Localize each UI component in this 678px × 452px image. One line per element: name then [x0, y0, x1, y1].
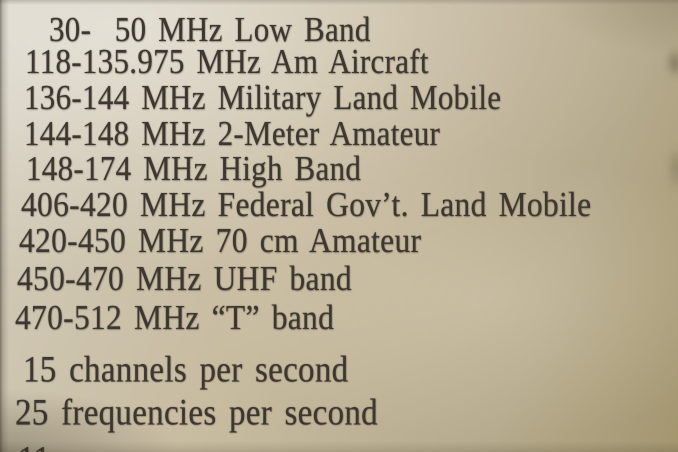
frequency-band-line: 470-512 MHz “T” band — [15, 297, 335, 338]
right-edge-smudge — [662, 138, 678, 198]
frequency-band-line: 420-450 MHz 70 cm Amateur — [19, 220, 422, 261]
scan-rate-line: 15 channels per second — [23, 350, 349, 391]
frequency-band-line: 144-148 MHz 2-Meter Amateur — [24, 113, 441, 154]
scan-rate-line: 25 frequencies per second — [15, 393, 378, 434]
clipped-text-line: 11 — [18, 440, 50, 452]
frequency-band-line: 450-470 MHz UHF band — [17, 258, 352, 299]
frequency-band-line: 118-135.975 MHz Am Aircraft — [25, 41, 429, 82]
frequency-band-line: 148-174 MHz High Band — [26, 148, 362, 189]
frequency-band-line: 406-420 MHz Federal Gov’t. Land Mobile — [21, 184, 592, 225]
frequency-band-line: 136-144 MHz Military Land Mobile — [24, 77, 502, 118]
right-edge-smudge — [662, 42, 678, 84]
